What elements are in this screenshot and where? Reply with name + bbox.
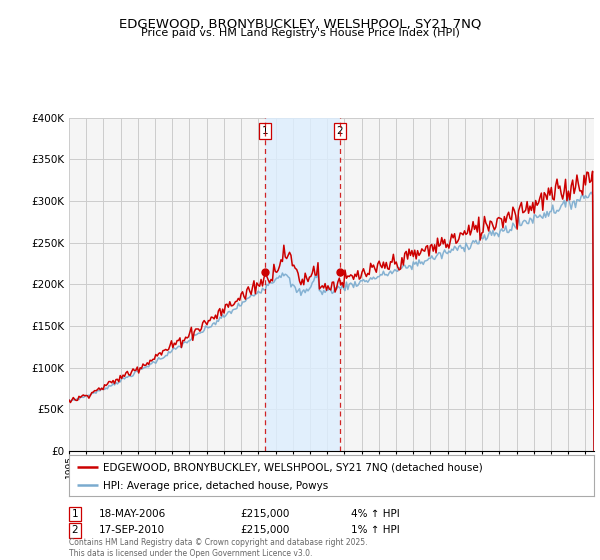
Text: Contains HM Land Registry data © Crown copyright and database right 2025.
This d: Contains HM Land Registry data © Crown c… (69, 538, 367, 558)
Text: 1% ↑ HPI: 1% ↑ HPI (351, 525, 400, 535)
Text: 2: 2 (71, 525, 79, 535)
Text: 18-MAY-2006: 18-MAY-2006 (99, 509, 166, 519)
Text: Price paid vs. HM Land Registry's House Price Index (HPI): Price paid vs. HM Land Registry's House … (140, 28, 460, 38)
Bar (265, 118, 340, 451)
Text: £215,000: £215,000 (240, 525, 289, 535)
Text: EDGEWOOD, BRONYBUCKLEY, WELSHPOOL, SY21 7NQ (detached house): EDGEWOOD, BRONYBUCKLEY, WELSHPOOL, SY21 … (103, 463, 483, 473)
Text: 17-SEP-2010: 17-SEP-2010 (99, 525, 165, 535)
Text: EDGEWOOD, BRONYBUCKLEY, WELSHPOOL, SY21 7NQ: EDGEWOOD, BRONYBUCKLEY, WELSHPOOL, SY21 … (119, 18, 481, 31)
Text: 1: 1 (71, 509, 79, 519)
Text: 2: 2 (336, 126, 343, 136)
Text: £215,000: £215,000 (240, 509, 289, 519)
Text: 1: 1 (262, 126, 268, 136)
Text: 4% ↑ HPI: 4% ↑ HPI (351, 509, 400, 519)
Text: HPI: Average price, detached house, Powys: HPI: Average price, detached house, Powy… (103, 481, 328, 491)
